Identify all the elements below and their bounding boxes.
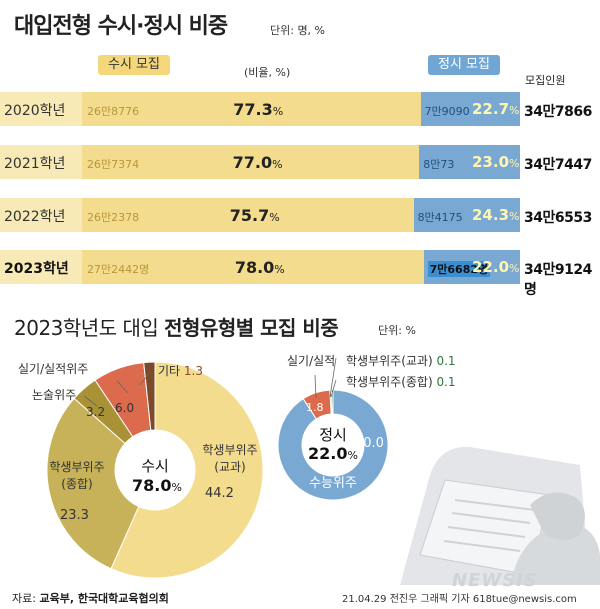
- jeongsi-count: 8만73: [423, 158, 455, 171]
- jeongsi-count: 7만6682명: [427, 261, 491, 277]
- donut-jeongsi-center-value: 22.0%: [308, 444, 358, 463]
- credit-note: 21.04.29 전진우 그래픽 기자 618tue@newsis.com: [342, 594, 577, 605]
- bar-jeongsi: [420, 92, 520, 126]
- leader-line: [329, 357, 337, 398]
- susi-pct: 75.7%: [229, 206, 280, 225]
- jeongsi-count: 8만4175: [417, 211, 463, 224]
- label-jeongsi-jonghap: 학생부위주(종합) 0.1: [346, 375, 456, 389]
- bar-susi: [82, 145, 420, 179]
- bar-jeongsi: [413, 198, 520, 232]
- jeongsi-pct: 23.0%: [472, 153, 520, 171]
- label-jeongsi-gyogwa: 학생부위주(교과) 0.1: [346, 354, 456, 368]
- jeongsi-count: 7만9090: [424, 105, 470, 118]
- bar-susi: [82, 250, 424, 284]
- leader-line: [83, 395, 98, 407]
- year-label: 2022학년: [4, 209, 66, 225]
- year-label: 2021학년: [4, 156, 66, 172]
- bar-susi: [82, 92, 421, 126]
- total-count: 34만9124명: [524, 262, 592, 298]
- legend-ratio: (비율, %): [244, 66, 291, 79]
- donut-susi-center-label: 수시: [141, 457, 169, 475]
- jeongsi-pct: 24.3%: [472, 206, 520, 224]
- legend-jeongsi: 정시 모집: [428, 55, 500, 75]
- year-label: 2023학년: [4, 261, 69, 277]
- section-title: 2023학년도 대입 전형유형별 모집 비중: [14, 316, 339, 340]
- label-jeongsi-silgi: 실기/실적: [287, 354, 336, 368]
- jeongsi-pct: 22.0%: [472, 258, 520, 276]
- value-nonsul: 3.2: [86, 405, 106, 419]
- leader-line: [314, 374, 317, 399]
- susi-pct: 78.0%: [234, 258, 285, 277]
- total-count: 34만7866: [524, 104, 592, 120]
- value-silgi: 6.0: [115, 401, 135, 415]
- total-count: 34만7447: [524, 157, 592, 173]
- susi-count: 26만2378: [87, 211, 140, 224]
- leader-line: [116, 380, 129, 394]
- donut-susi-center-value: 78.0%: [132, 476, 182, 495]
- section-unit: 단위: %: [378, 324, 416, 337]
- donut-hole: [115, 430, 195, 510]
- value-jonghap: 23.3: [60, 508, 89, 523]
- legend-susi: 수시 모집: [98, 55, 170, 75]
- total-count: 34만6553: [524, 210, 592, 226]
- label-gyogwa: 학생부위주 (교과): [202, 443, 258, 474]
- value-jeongsi-silgi: 1.8: [306, 401, 324, 414]
- susi-pct: 77.3%: [233, 100, 284, 119]
- value-suneung: 20.0: [355, 436, 384, 451]
- chart-unit: 단위: 명, %: [270, 24, 326, 37]
- susi-count: 27만2442명: [87, 263, 150, 276]
- susi-pct: 77.0%: [232, 153, 283, 172]
- bar-susi: [82, 198, 414, 232]
- jeongsi-pct: 22.7%: [472, 100, 520, 118]
- label-suneung: 수능위주: [309, 476, 357, 491]
- chart-title: 대입전형 수시·정시 비중: [14, 14, 228, 39]
- year-label: 2020학년: [4, 103, 66, 119]
- hand-tablet-illustration: [400, 446, 600, 585]
- susi-count: 26만7374: [87, 158, 140, 171]
- watermark: NEWSIS: [452, 570, 538, 591]
- leader-line: [139, 371, 151, 386]
- leader-line: [330, 379, 337, 398]
- susi-count: 26만8776: [87, 105, 140, 118]
- label-gita: 기타 1.3: [158, 364, 204, 378]
- donut-jeongsi-center-label: 정시: [319, 426, 347, 444]
- label-silgi: 실기/실적위주: [18, 362, 89, 376]
- label-nonsul: 논술위주: [32, 388, 77, 402]
- source-note: 자료: 교육부, 한국대학교육협의회: [12, 592, 169, 605]
- value-gyogwa: 44.2: [205, 486, 234, 501]
- donut-hole: [302, 414, 364, 476]
- bar-jeongsi: [419, 145, 520, 179]
- label-jonghap: 학생부위주 (종합): [49, 460, 105, 491]
- legend-total: 모집인원: [525, 74, 566, 87]
